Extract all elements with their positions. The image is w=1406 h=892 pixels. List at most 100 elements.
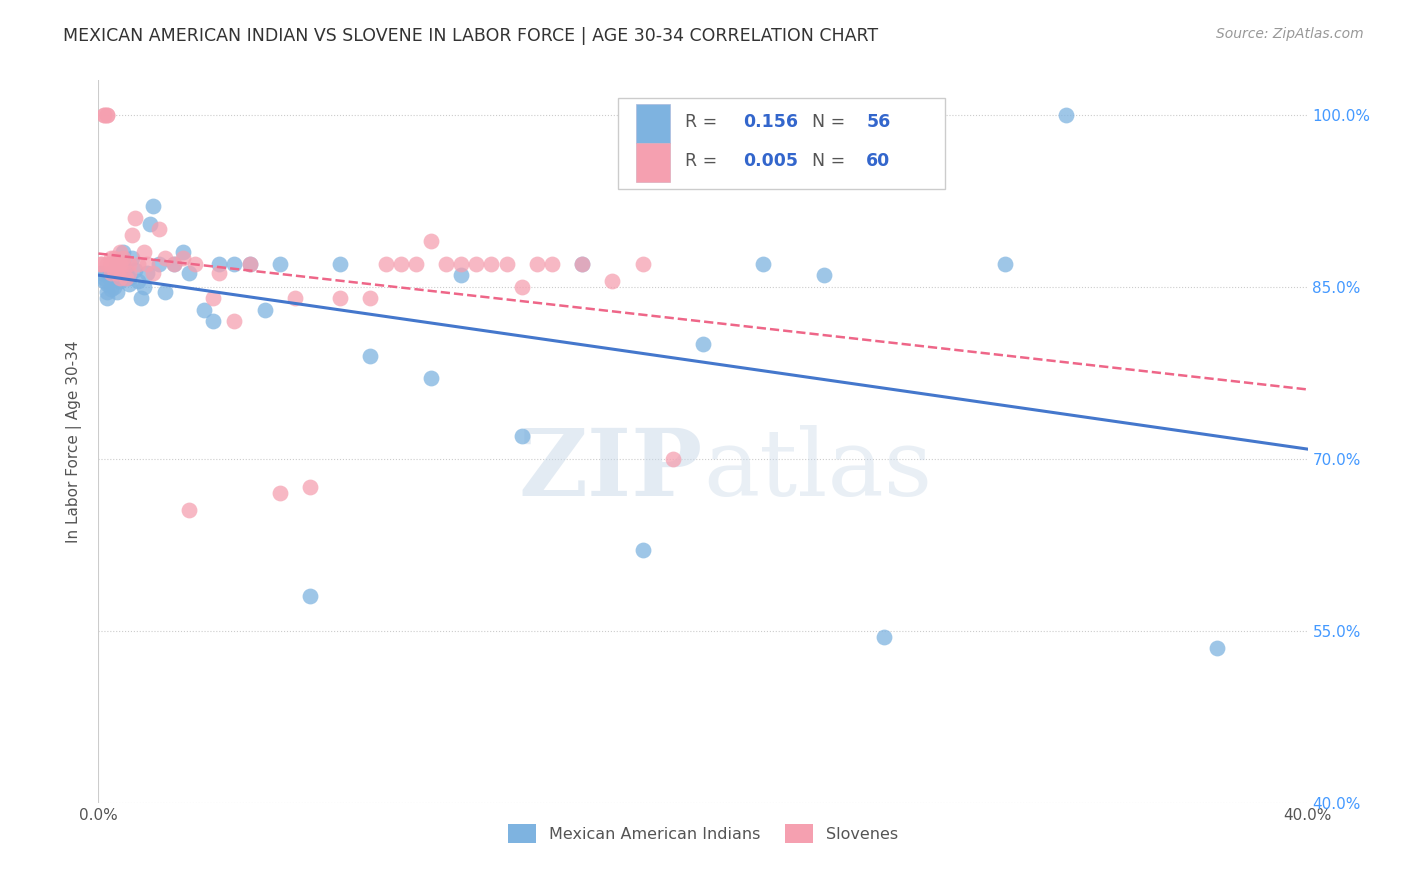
Point: [96, 291, 118, 305]
Point: [103, 251, 125, 265]
Text: 0.156: 0.156: [742, 112, 797, 130]
Point: [111, 245, 134, 260]
Point: [360, 349, 382, 363]
Point: [100, 273, 122, 287]
Point: [105, 257, 128, 271]
Text: atlas: atlas: [703, 425, 932, 516]
Point: [1206, 640, 1229, 655]
Text: R =: R =: [685, 152, 723, 169]
Point: [90, 257, 112, 271]
Point: [239, 257, 262, 271]
Point: [103, 257, 125, 271]
Point: [135, 266, 157, 280]
Text: N =: N =: [811, 112, 851, 130]
Point: [118, 257, 141, 271]
Point: [142, 266, 165, 280]
Point: [179, 266, 201, 280]
Point: [208, 266, 231, 280]
Point: [100, 282, 122, 296]
Point: [90, 266, 112, 280]
Point: [148, 222, 170, 236]
Point: [434, 257, 457, 271]
Point: [329, 291, 352, 305]
Point: [193, 302, 215, 317]
Point: [299, 480, 322, 494]
Point: [179, 503, 201, 517]
Point: [103, 270, 125, 285]
Text: Source: ZipAtlas.com: Source: ZipAtlas.com: [1216, 27, 1364, 41]
Point: [253, 302, 276, 317]
Point: [90, 257, 112, 271]
Point: [420, 234, 443, 248]
Point: [111, 251, 134, 265]
Point: [132, 245, 155, 260]
Point: [299, 590, 322, 604]
Text: ZIP: ZIP: [519, 425, 703, 516]
Point: [108, 266, 131, 280]
Point: [172, 251, 194, 265]
Point: [163, 257, 186, 271]
Point: [127, 274, 149, 288]
Text: MEXICAN AMERICAN INDIAN VS SLOVENE IN LABOR FORCE | AGE 30-34 CORRELATION CHART: MEXICAN AMERICAN INDIAN VS SLOVENE IN LA…: [63, 27, 879, 45]
Point: [269, 486, 291, 500]
Point: [813, 268, 835, 283]
Text: R =: R =: [685, 112, 723, 130]
Point: [571, 257, 593, 271]
Point: [631, 543, 654, 558]
Point: [224, 257, 246, 271]
Point: [108, 270, 131, 285]
Point: [118, 270, 141, 285]
Point: [105, 266, 128, 280]
Point: [540, 257, 562, 271]
Point: [153, 251, 176, 265]
Point: [1054, 108, 1077, 122]
Point: [269, 257, 291, 271]
Point: [184, 257, 207, 271]
Point: [105, 257, 128, 271]
Point: [661, 451, 683, 466]
Point: [118, 277, 141, 292]
Point: [114, 270, 136, 285]
Point: [139, 217, 162, 231]
Point: [93, 274, 115, 288]
Point: [142, 199, 165, 213]
Point: [108, 245, 131, 260]
Point: [202, 291, 225, 305]
Point: [148, 257, 170, 271]
Bar: [637, 103, 671, 144]
Point: [873, 630, 896, 644]
Point: [127, 257, 149, 271]
Point: [103, 279, 125, 293]
Point: [360, 291, 382, 305]
Point: [96, 285, 118, 300]
Point: [100, 257, 122, 271]
Bar: [637, 143, 671, 182]
Point: [163, 257, 186, 271]
Point: [405, 257, 427, 271]
Point: [172, 245, 194, 260]
Point: [111, 257, 134, 271]
Point: [129, 291, 152, 305]
Point: [108, 257, 131, 271]
Text: 56: 56: [866, 112, 890, 130]
Point: [510, 429, 533, 443]
Point: [100, 266, 122, 280]
Point: [450, 268, 472, 283]
Point: [100, 266, 122, 280]
Point: [329, 257, 352, 271]
Point: [111, 257, 134, 271]
Point: [100, 251, 122, 265]
Point: [450, 257, 472, 271]
Point: [118, 266, 141, 280]
Point: [124, 262, 146, 277]
Point: [114, 262, 136, 277]
Point: [752, 257, 775, 271]
Point: [103, 262, 125, 277]
Point: [93, 108, 115, 122]
Point: [420, 371, 443, 385]
Point: [692, 337, 714, 351]
Point: [105, 285, 128, 300]
Point: [208, 257, 231, 271]
Point: [121, 251, 143, 265]
Point: [132, 279, 155, 293]
